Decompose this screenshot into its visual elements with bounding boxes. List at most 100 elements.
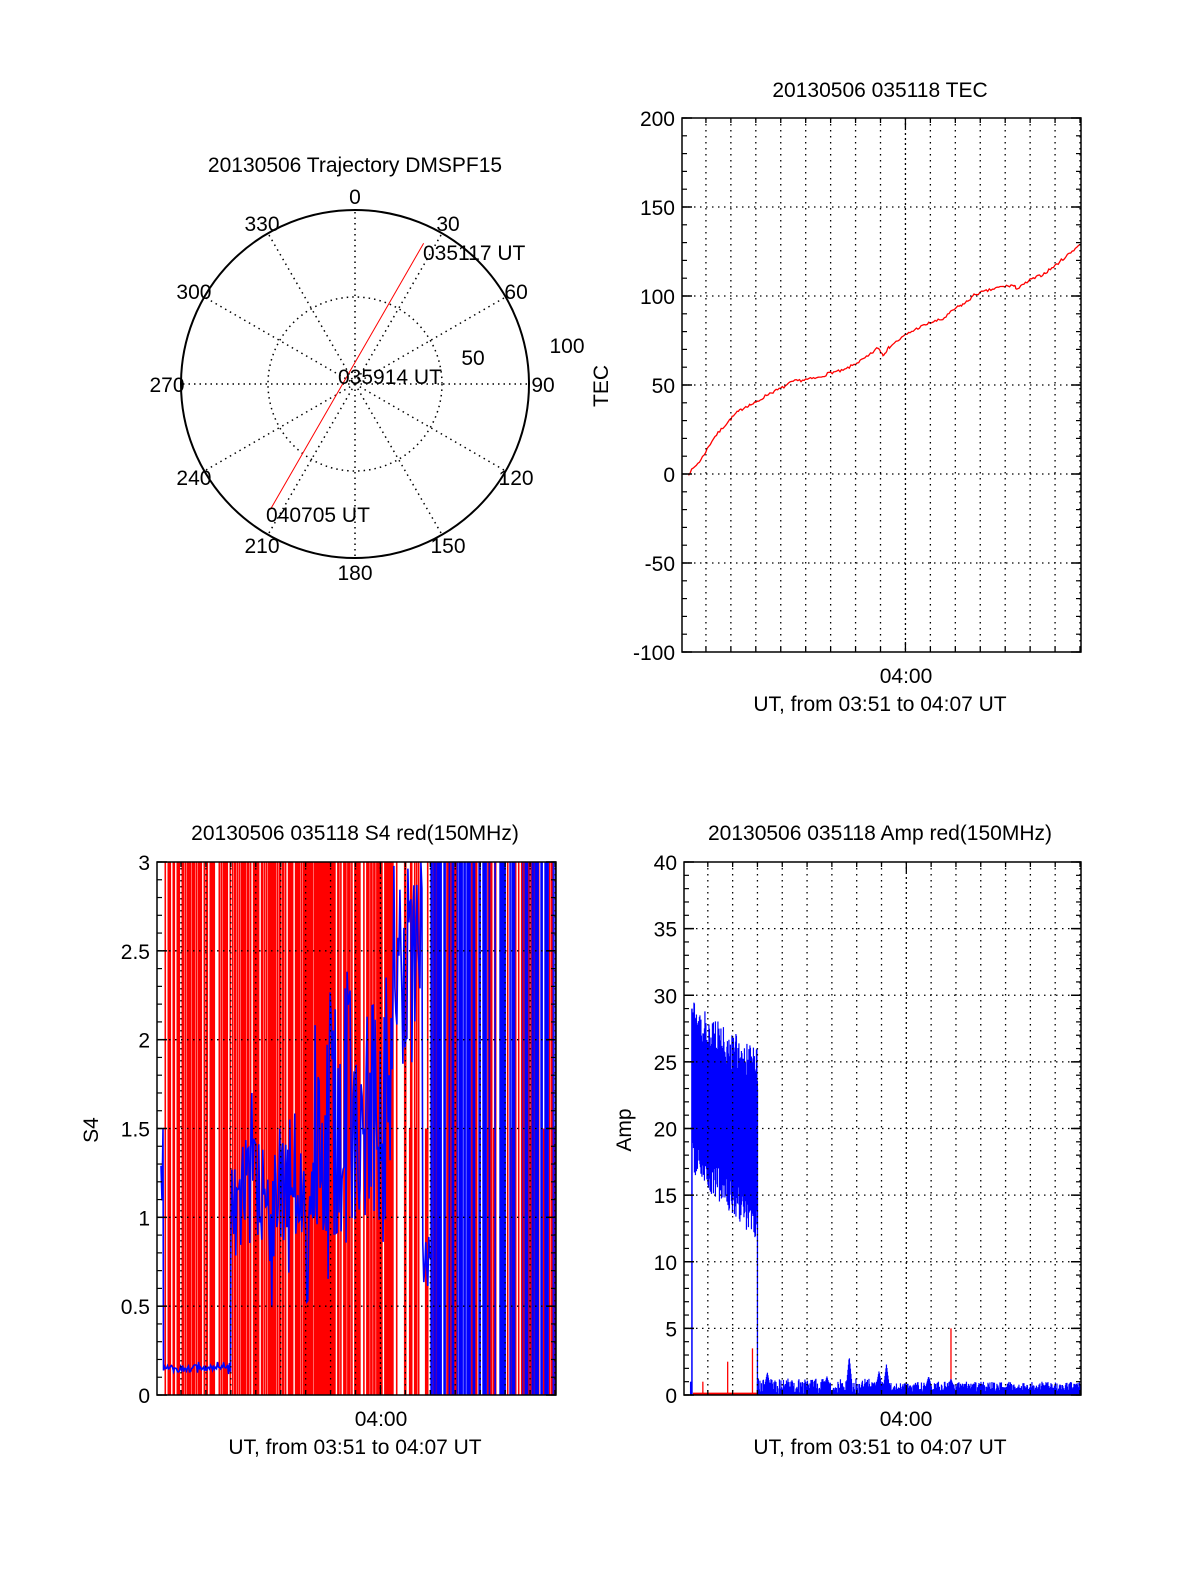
- s4-blue-bar: [488, 862, 490, 1395]
- s4-red-bar: [274, 862, 277, 1395]
- s4-red-bar: [303, 862, 306, 1395]
- s4-red-bar: [233, 862, 236, 1395]
- y-tick-label: 150: [640, 197, 675, 220]
- s4-red-bar: [295, 862, 298, 1395]
- s4-red-bar: [381, 862, 383, 1395]
- s4-blue-bar: [489, 862, 491, 1395]
- polar-title: 20130506 Trajectory DMSPF15: [208, 154, 502, 177]
- s4-blue-bar: [537, 862, 539, 1395]
- tec-x-tick-0400: 04:00: [880, 665, 933, 688]
- y-tick-label: 0: [663, 464, 675, 487]
- s4-red-bar: [471, 862, 473, 1395]
- polar-spoke: [354, 296, 507, 385]
- s4-red-bar: [220, 862, 223, 1395]
- s4-red-bar: [263, 862, 266, 1395]
- s4-red-bar: [173, 862, 176, 1395]
- s4-blue-bar: [485, 862, 487, 1395]
- s4-blue-bar: [502, 862, 504, 1395]
- s4-red-bar: [188, 862, 191, 1395]
- s4-red-bar: [403, 862, 406, 1395]
- s4-red-bar: [310, 862, 313, 1395]
- s4-blue-bar: [430, 862, 432, 1395]
- s4-blue-bar: [464, 862, 466, 1395]
- plot-frame: [683, 861, 1082, 1396]
- s4-red-bar: [309, 862, 312, 1395]
- s4-red-bar: [329, 862, 331, 1395]
- s4-red-bar: [200, 862, 203, 1395]
- s4-red-bar: [236, 862, 239, 1395]
- amp-plot: 20130506 035118 Amp red(150MHz) Amp 04:0…: [613, 822, 1082, 1459]
- s4-red-bar: [203, 862, 206, 1395]
- s4-red-bar: [320, 862, 322, 1395]
- s4-red-bar: [225, 862, 228, 1395]
- polar-angle-label: 210: [244, 535, 279, 558]
- s4-red-bar: [307, 862, 310, 1395]
- tec-title: 20130506 035118 TEC: [772, 79, 987, 102]
- s4-red-bar: [542, 1128, 545, 1395]
- s4-red-bar: [517, 862, 520, 1395]
- polar-spoke: [354, 232, 443, 385]
- s4-red-bar: [271, 862, 274, 1395]
- s4-red-bar: [520, 862, 523, 1395]
- s4-plot: 20130506 035118 S4 red(150MHz) S4 04:00 …: [80, 822, 557, 1459]
- s4-red-bar: [347, 862, 349, 1395]
- s4-blue-bar: [478, 862, 480, 1395]
- s4-red-bar: [268, 862, 271, 1395]
- s4-red-bar: [417, 862, 420, 1395]
- s4-blue-bar: [466, 862, 468, 1395]
- s4-blue-bar: [479, 862, 481, 1395]
- s4-red-bar: [408, 1128, 411, 1395]
- s4-red-bar: [281, 862, 284, 1395]
- s4-red-bar: [455, 862, 457, 1395]
- y-tick-label: 35: [654, 919, 677, 942]
- y-tick-label: 50: [652, 375, 675, 398]
- s4-blue-bar: [443, 862, 445, 1395]
- s4-blue-bar: [500, 862, 502, 1395]
- s4-blue-bar: [431, 862, 433, 1395]
- s4-red-bar: [297, 862, 300, 1395]
- s4-red-bar: [351, 862, 353, 1395]
- tec-series-line: [687, 243, 1081, 476]
- s4-red-bar: [177, 862, 180, 1395]
- plot-frame: [681, 117, 1082, 653]
- s4-blue-bar: [460, 862, 462, 1395]
- y-tick-label: 20: [654, 1119, 677, 1142]
- s4-red-bar: [386, 862, 388, 1395]
- s4-red-bar: [506, 862, 509, 1395]
- s4-blue-bar: [501, 862, 503, 1395]
- s4-red-bar: [253, 862, 256, 1395]
- s4-red-bar: [226, 862, 229, 1395]
- polar-angle-label: 150: [430, 535, 465, 558]
- s4-red-bar: [213, 862, 216, 1395]
- data-marks: [687, 243, 1081, 476]
- polar-angle-label: 0: [349, 186, 361, 209]
- s4-red-bar: [278, 862, 281, 1395]
- y-tick-label: 2.5: [121, 941, 150, 964]
- y-tick-label: -50: [645, 553, 675, 576]
- s4-blue-bar: [527, 862, 529, 1395]
- s4-red-bar: [490, 862, 492, 1395]
- trajectory-polar-plot: 20130506 Trajectory DMSPF15 0 30 60 90 120 15…: [149, 154, 584, 585]
- s4-blue-bar: [483, 862, 485, 1395]
- trajectory-end-label: 040705 UT: [266, 504, 370, 527]
- plot-frame: [156, 861, 557, 1396]
- s4-red-bar: [323, 862, 325, 1395]
- s4-red-bar: [410, 862, 413, 1395]
- s4-red-bar: [257, 862, 260, 1395]
- s4-red-bar: [243, 862, 246, 1395]
- s4-red-bar: [308, 862, 311, 1395]
- s4-red-bar: [254, 862, 257, 1395]
- y-tick-label: 0: [665, 1385, 677, 1408]
- s4-red-bar: [189, 862, 192, 1395]
- s4-red-bar: [388, 862, 390, 1395]
- s4-blue-bar: [503, 862, 505, 1395]
- s4-red-bar: [330, 862, 332, 1395]
- s4-blue-bar: [436, 862, 438, 1395]
- s4-red-bar: [284, 862, 287, 1395]
- y-tick-label: 1: [138, 1207, 150, 1230]
- s4-blue-bar: [459, 862, 461, 1395]
- s4-red-bar: [454, 862, 456, 1395]
- s4-red-bar: [415, 862, 418, 1395]
- trajectory-start-label: 035117 UT: [423, 242, 526, 265]
